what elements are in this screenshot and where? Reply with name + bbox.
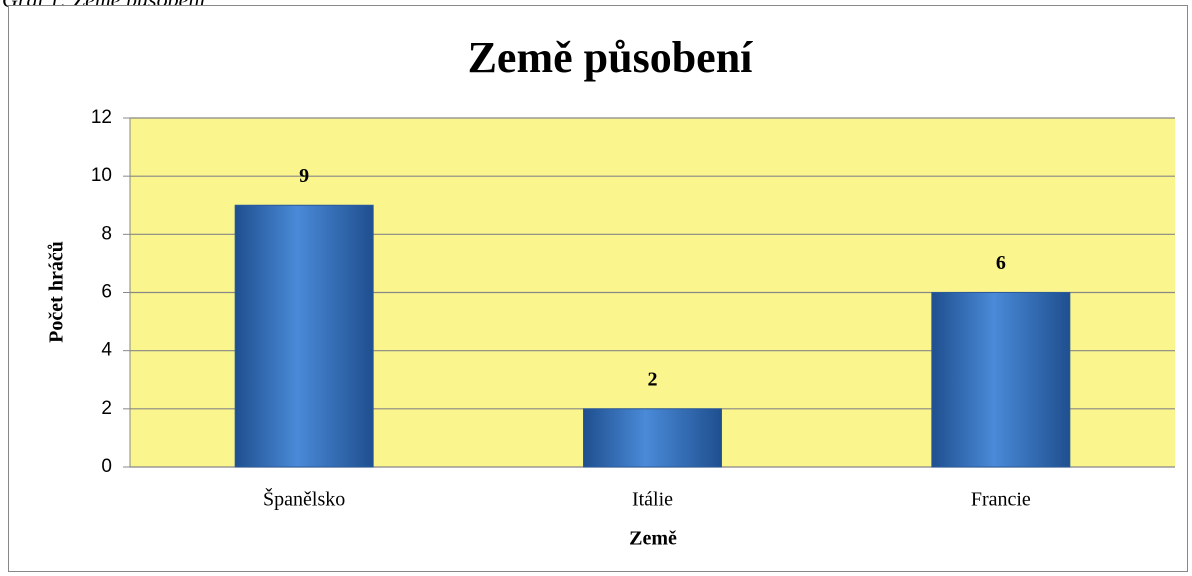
y-tick-label: 12 — [91, 107, 112, 128]
y-tick-label: 0 — [101, 456, 112, 477]
data-label: 9 — [299, 165, 309, 187]
x-tick-label: Španělsko — [263, 487, 345, 511]
data-label: 2 — [648, 368, 658, 390]
y-tick-label: 6 — [101, 282, 112, 303]
y-axis-label: Počet hráčů — [46, 241, 68, 343]
bar — [234, 204, 374, 468]
x-tick-label: Francie — [971, 489, 1031, 511]
bar — [931, 292, 1071, 468]
y-tick-label: 10 — [91, 165, 112, 186]
data-label: 6 — [996, 252, 1006, 274]
chart-title: Země působení — [468, 33, 754, 82]
bar — [583, 408, 722, 468]
x-axis-label: Země — [629, 528, 677, 550]
y-tick-label: 2 — [101, 398, 112, 419]
y-tick-label: 4 — [101, 340, 112, 361]
y-tick-label: 8 — [101, 223, 112, 244]
x-tick-label: Itálie — [632, 489, 673, 511]
